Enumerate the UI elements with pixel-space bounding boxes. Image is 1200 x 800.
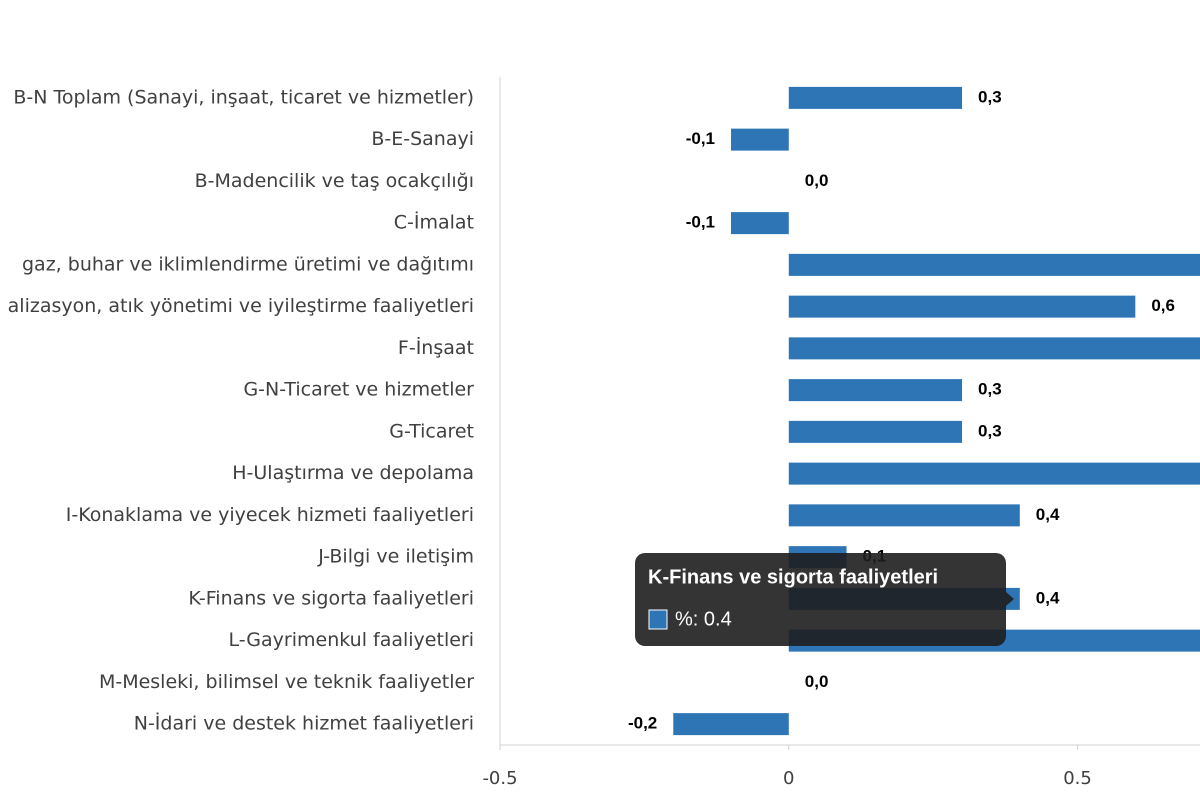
- data-label: 0,4: [1036, 588, 1060, 607]
- data-label: 0,3: [978, 380, 1002, 399]
- y-tick-label: G-Ticaret: [389, 420, 474, 442]
- data-label: 0,0: [805, 672, 829, 691]
- y-tick-label: F-İnşaat: [398, 336, 474, 359]
- data-label: 0,0: [805, 171, 829, 190]
- bar: [788, 86, 963, 109]
- x-tick-label: 0.5: [1063, 768, 1092, 789]
- data-label: 0,6: [1151, 296, 1175, 315]
- tooltip-swatch: [648, 609, 668, 630]
- y-tick-label: gaz, buhar ve iklimlendirme üretimi ve d…: [22, 253, 474, 275]
- tooltip-text: %: 0.4: [675, 608, 732, 630]
- data-label: 0,4: [1036, 505, 1060, 524]
- y-tick-label: G-N-Ticaret ve hizmetler: [243, 379, 474, 401]
- bar: [788, 420, 963, 443]
- bar: [788, 379, 963, 402]
- tooltip-box: [635, 553, 1006, 646]
- data-label: -0,2: [628, 714, 657, 733]
- data-label: -0,1: [686, 213, 715, 232]
- y-tick-label: H-Ulaştırma ve depolama: [232, 462, 474, 484]
- bar: [731, 128, 789, 151]
- y-tick-label: N-İdari ve destek hizmet faaliyetleri: [134, 712, 474, 735]
- data-label: 0,3: [978, 421, 1002, 440]
- x-tick-label: -0.5: [482, 768, 517, 789]
- y-tick-label: C-İmalat: [394, 211, 474, 234]
- y-tick-label: B-N Toplam (Sanayi, inşaat, ticaret ve h…: [13, 86, 474, 108]
- y-tick-label: M-Mesleki, bilimsel ve teknik faaliyetle…: [99, 671, 474, 693]
- data-label: 0,3: [978, 87, 1002, 106]
- y-tick-label: L-Gayrimenkul faaliyetleri: [229, 629, 475, 651]
- y-tick-label: B-E-Sanayi: [371, 128, 474, 150]
- y-tick-label: K-Finans ve sigorta faaliyetleri: [188, 587, 474, 609]
- y-tick-label: B-Madencilik ve taş ocakçılığı: [195, 170, 474, 192]
- data-label: -0,1: [686, 129, 715, 148]
- bar: [788, 337, 1200, 360]
- y-tick-label: J-Bilgi ve iletişim: [317, 546, 474, 568]
- bar: [731, 212, 789, 235]
- bar: [788, 295, 1136, 318]
- bar: [788, 462, 1200, 485]
- bar: [788, 504, 1020, 527]
- tooltip: K-Finans ve sigorta faaliyetleri %: 0.4: [635, 553, 1014, 646]
- tooltip-title: K-Finans ve sigorta faaliyetleri: [648, 566, 938, 588]
- tooltip-arrow: [1006, 592, 1014, 606]
- bar: [673, 713, 789, 736]
- y-tick-label: I-Konaklama ve yiyecek hizmeti faaliyetl…: [66, 504, 474, 526]
- bar: [788, 253, 1200, 276]
- x-tick-label: 0: [783, 768, 794, 789]
- y-tick-label: alizasyon, atık yönetimi ve iyileştirme …: [8, 295, 474, 317]
